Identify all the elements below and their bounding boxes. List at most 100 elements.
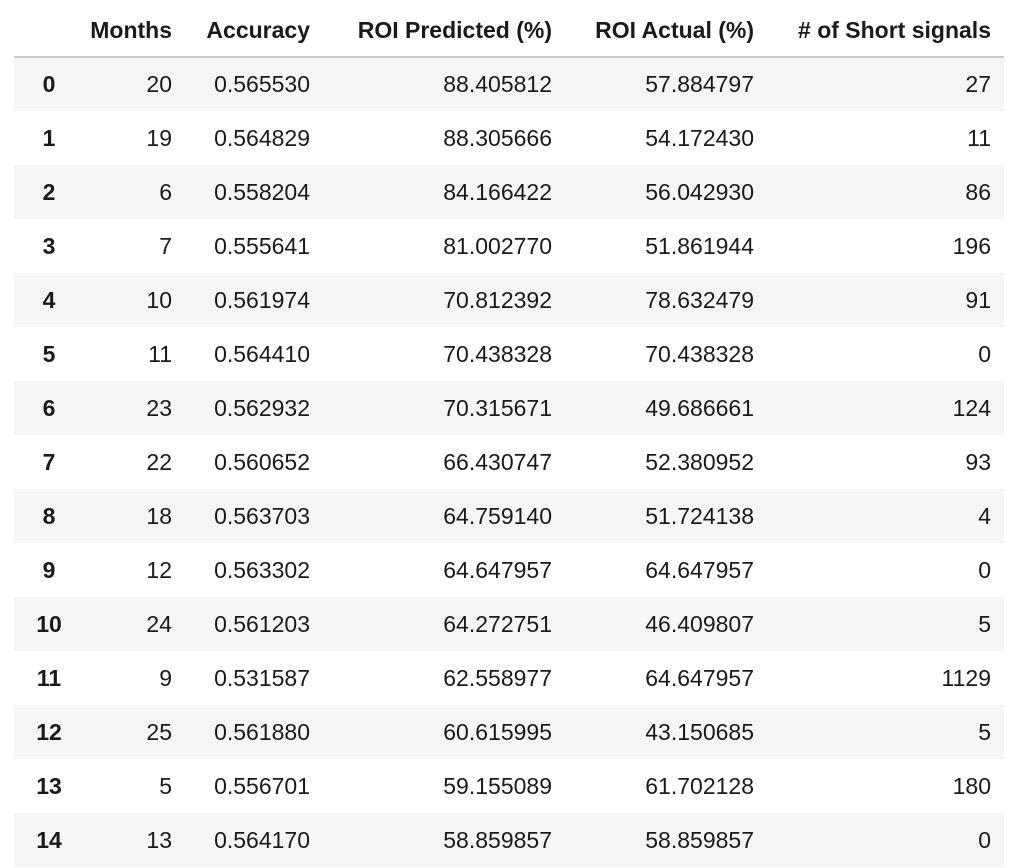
row-index: 7 bbox=[42, 448, 56, 475]
cell-roi-actual: 49.686661 bbox=[645, 394, 754, 421]
cell-roi-predicted: 70.438328 bbox=[443, 340, 552, 367]
cell-short-signals: 5 bbox=[978, 610, 991, 637]
cell-short-signals: 0 bbox=[978, 556, 991, 583]
table-row: 13 5 0.556701 59.155089 61.702128 180 bbox=[14, 759, 1004, 813]
cell-roi-actual: 57.884797 bbox=[645, 71, 754, 97]
cell-accuracy: 0.555641 bbox=[214, 232, 310, 259]
row-index: 1 bbox=[42, 124, 56, 151]
table-row: 11 9 0.531587 62.558977 64.647957 1129 bbox=[14, 651, 1004, 705]
table-row: 6 23 0.562932 70.315671 49.686661 124 bbox=[14, 381, 1004, 435]
cell-roi-actual: 78.632479 bbox=[645, 286, 754, 313]
cell-months: 5 bbox=[159, 772, 172, 799]
cell-roi-predicted: 88.405812 bbox=[443, 71, 552, 97]
cell-short-signals: 91 bbox=[965, 286, 991, 313]
cell-accuracy: 0.561880 bbox=[214, 718, 310, 745]
table-row: 2 6 0.558204 84.166422 56.042930 86 bbox=[14, 165, 1004, 219]
cell-short-signals: 11 bbox=[967, 124, 991, 151]
cell-short-signals: 4 bbox=[978, 502, 991, 529]
cell-roi-predicted: 70.812392 bbox=[443, 286, 552, 313]
row-index: 10 bbox=[36, 610, 62, 637]
cell-months: 19 bbox=[146, 124, 172, 151]
cell-roi-predicted: 81.002770 bbox=[443, 232, 552, 259]
table-row: 8 18 0.563703 64.759140 51.724138 4 bbox=[14, 489, 1004, 543]
cell-roi-predicted: 64.272751 bbox=[443, 610, 552, 637]
cell-accuracy: 0.561203 bbox=[214, 610, 310, 637]
cell-roi-predicted: 66.430747 bbox=[443, 448, 552, 475]
table-row: 9 12 0.563302 64.647957 64.647957 0 bbox=[14, 543, 1004, 597]
cell-accuracy: 0.556701 bbox=[214, 772, 310, 799]
dataframe-table: Months Accuracy ROI Predicted (%) ROI Ac… bbox=[14, 4, 1004, 867]
cell-months: 23 bbox=[146, 394, 172, 421]
column-header-months: Months bbox=[84, 4, 185, 58]
cell-accuracy: 0.531587 bbox=[214, 664, 310, 691]
cell-short-signals: 1129 bbox=[941, 664, 991, 691]
cell-months: 13 bbox=[146, 826, 172, 853]
cell-months: 7 bbox=[159, 232, 172, 259]
cell-accuracy: 0.563703 bbox=[214, 502, 310, 529]
cell-roi-predicted: 62.558977 bbox=[443, 664, 552, 691]
cell-months: 12 bbox=[146, 556, 172, 583]
cell-accuracy: 0.564829 bbox=[214, 124, 310, 151]
row-index: 0 bbox=[42, 71, 56, 97]
cell-roi-actual: 46.409807 bbox=[645, 610, 754, 637]
table-row: 1 19 0.564829 88.305666 54.172430 11 bbox=[14, 111, 1004, 165]
cell-months: 20 bbox=[146, 71, 172, 97]
cell-roi-actual: 61.702128 bbox=[645, 772, 754, 799]
row-index: 13 bbox=[36, 772, 62, 799]
table-row: 10 24 0.561203 64.272751 46.409807 5 bbox=[14, 597, 1004, 651]
cell-months: 10 bbox=[146, 286, 172, 313]
column-header-roi-predicted: ROI Predicted (%) bbox=[323, 4, 565, 58]
cell-short-signals: 0 bbox=[978, 826, 991, 853]
cell-roi-actual: 56.042930 bbox=[645, 178, 754, 205]
cell-roi-actual: 51.861944 bbox=[645, 232, 754, 259]
column-header-short-signals: # of Short signals bbox=[767, 4, 1004, 58]
row-index: 12 bbox=[36, 718, 62, 745]
cell-roi-actual: 52.380952 bbox=[645, 448, 754, 475]
column-header-roi-actual: ROI Actual (%) bbox=[565, 4, 767, 58]
cell-roi-actual: 64.647957 bbox=[645, 664, 754, 691]
cell-months: 22 bbox=[146, 448, 172, 475]
cell-roi-predicted: 84.166422 bbox=[443, 178, 552, 205]
cell-accuracy: 0.558204 bbox=[214, 178, 310, 205]
row-index: 14 bbox=[36, 826, 62, 853]
cell-months: 25 bbox=[146, 718, 172, 745]
cell-accuracy: 0.560652 bbox=[214, 448, 310, 475]
cell-months: 9 bbox=[159, 664, 172, 691]
cell-short-signals: 5 bbox=[978, 718, 991, 745]
header-row: Months Accuracy ROI Predicted (%) ROI Ac… bbox=[14, 4, 1004, 58]
cell-short-signals: 124 bbox=[952, 394, 991, 421]
table-row: 5 11 0.564410 70.438328 70.438328 0 bbox=[14, 327, 1004, 381]
table-header: Months Accuracy ROI Predicted (%) ROI Ac… bbox=[14, 4, 1004, 58]
table-body: 0 20 0.565530 88.405812 57.884797 27 1 19 0.5648… bbox=[14, 57, 1004, 867]
row-index: 11 bbox=[36, 664, 62, 691]
table-row: 3 7 0.555641 81.002770 51.861944 196 bbox=[14, 219, 1004, 273]
cell-accuracy: 0.564170 bbox=[214, 826, 310, 853]
cell-short-signals: 180 bbox=[952, 772, 991, 799]
cell-roi-predicted: 64.647957 bbox=[443, 556, 552, 583]
cell-short-signals: 93 bbox=[965, 448, 991, 475]
cell-roi-actual: 70.438328 bbox=[645, 340, 754, 367]
row-index: 8 bbox=[42, 502, 56, 529]
cell-short-signals: 27 bbox=[965, 71, 991, 97]
cell-months: 11 bbox=[148, 340, 172, 367]
row-index: 6 bbox=[42, 394, 56, 421]
cell-short-signals: 0 bbox=[978, 340, 991, 367]
cell-months: 18 bbox=[146, 502, 172, 529]
cell-roi-predicted: 64.759140 bbox=[443, 502, 552, 529]
cell-roi-actual: 58.859857 bbox=[645, 826, 754, 853]
cell-months: 6 bbox=[159, 178, 172, 205]
cell-roi-predicted: 58.859857 bbox=[443, 826, 552, 853]
table-row: 4 10 0.561974 70.812392 78.632479 91 bbox=[14, 273, 1004, 327]
row-index: 3 bbox=[42, 232, 56, 259]
cell-accuracy: 0.562932 bbox=[214, 394, 310, 421]
row-index: 2 bbox=[42, 178, 56, 205]
table-row: 14 13 0.564170 58.859857 58.859857 0 bbox=[14, 813, 1004, 867]
cell-roi-predicted: 70.315671 bbox=[443, 394, 552, 421]
cell-roi-predicted: 88.305666 bbox=[443, 124, 552, 151]
cell-accuracy: 0.565530 bbox=[214, 71, 310, 97]
cell-roi-predicted: 59.155089 bbox=[443, 772, 552, 799]
row-index: 5 bbox=[42, 340, 56, 367]
index-header bbox=[14, 4, 84, 58]
cell-accuracy: 0.564410 bbox=[214, 340, 310, 367]
cell-accuracy: 0.563302 bbox=[214, 556, 310, 583]
